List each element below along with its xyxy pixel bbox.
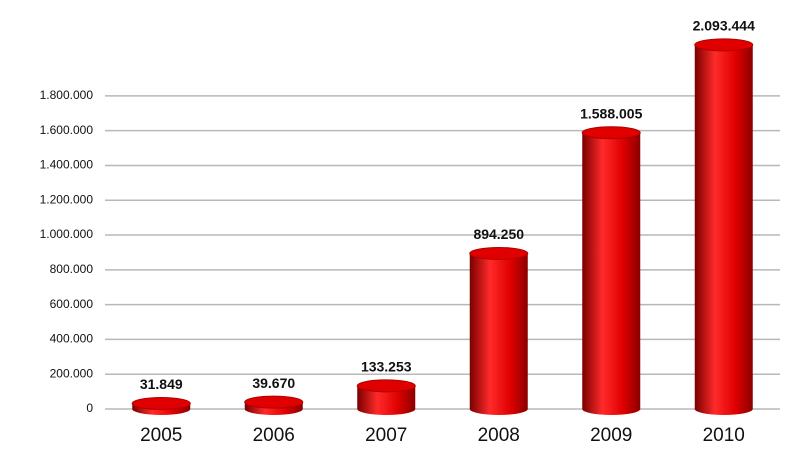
value-label: 894.250 — [473, 226, 524, 242]
x-tick-label: 2006 — [253, 425, 295, 446]
y-tick-label: 0 — [86, 401, 93, 415]
bar-top — [131, 396, 191, 410]
value-label: 2.093.444 — [693, 18, 755, 34]
bar — [469, 246, 529, 416]
bar-body — [469, 253, 528, 416]
y-tick-label: 1.400.000 — [40, 158, 94, 172]
bar-top — [581, 126, 641, 140]
y-tick-label: 1.600.000 — [40, 123, 94, 137]
y-tick-label: 1.800.000 — [40, 88, 94, 102]
y-tick-label: 600.000 — [50, 297, 94, 311]
bar-top — [469, 246, 529, 260]
x-tick-label: 2009 — [590, 425, 632, 446]
bar-body — [694, 44, 753, 416]
bar — [131, 396, 191, 416]
x-tick-label: 2010 — [703, 425, 745, 446]
x-tick-label: 2008 — [478, 425, 520, 446]
bar-body — [582, 132, 641, 416]
x-tick-label: 2005 — [140, 425, 182, 446]
value-label: 133.253 — [361, 359, 412, 375]
bar — [356, 379, 416, 416]
y-tick-label: 1.200.000 — [40, 192, 94, 206]
bar-top — [356, 379, 416, 393]
y-tick-label: 800.000 — [50, 262, 94, 276]
y-tick-label: 200.000 — [50, 366, 94, 380]
bar — [244, 395, 304, 416]
bar-top — [694, 38, 754, 52]
bar — [581, 126, 641, 416]
bar-body — [357, 385, 416, 416]
value-label: 39.670 — [252, 375, 295, 391]
x-tick-label: 2007 — [365, 425, 407, 446]
y-tick-label: 400.000 — [50, 332, 94, 346]
value-label: 1.588.005 — [580, 105, 642, 121]
bar — [694, 38, 754, 416]
value-label: 31.849 — [140, 376, 183, 392]
bar-top — [244, 395, 304, 409]
y-tick-label: 1.000.000 — [40, 227, 94, 241]
